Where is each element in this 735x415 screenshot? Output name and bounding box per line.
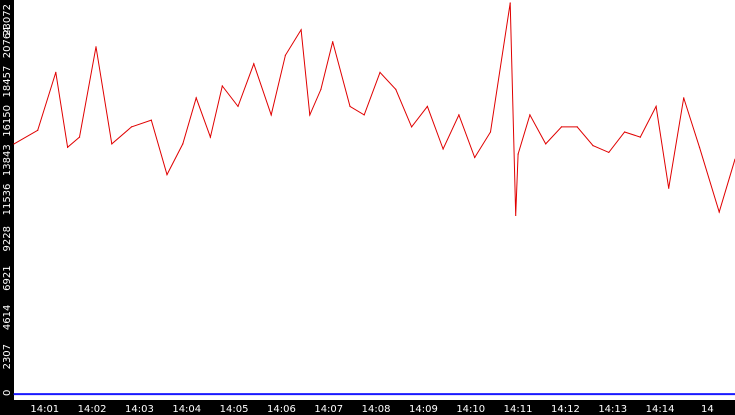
series-line-red bbox=[13, 2, 735, 216]
data-point bbox=[309, 114, 311, 116]
data-point bbox=[639, 136, 641, 138]
data-point bbox=[209, 136, 211, 138]
series-group bbox=[13, 2, 735, 396]
x-tick-label: 14:13 bbox=[598, 404, 627, 415]
data-point bbox=[592, 145, 594, 147]
x-tick-label: 14:03 bbox=[125, 404, 154, 415]
data-point bbox=[320, 88, 322, 90]
data-point bbox=[221, 85, 223, 87]
y-tick-label: 2307 bbox=[2, 344, 13, 369]
data-point bbox=[150, 119, 152, 121]
x-tick-label: 14:02 bbox=[78, 404, 107, 415]
x-tick-label: 14:12 bbox=[551, 404, 580, 415]
x-tick-label: 14:08 bbox=[362, 404, 391, 415]
data-point bbox=[529, 114, 531, 116]
y-tick-label: 11536 bbox=[2, 184, 13, 216]
data-point bbox=[349, 105, 351, 107]
x-axis-bar bbox=[0, 400, 735, 415]
data-point bbox=[363, 114, 365, 116]
data-point bbox=[37, 129, 39, 131]
y-tick-labels: 0 2307 4614 6921 9228 11536 13843 16150 18457 207… bbox=[2, 4, 13, 396]
x-tick-label: 14:04 bbox=[172, 404, 201, 415]
data-point bbox=[130, 126, 133, 128]
x-tick-label: 14 bbox=[701, 404, 714, 415]
data-point bbox=[195, 97, 197, 99]
data-point bbox=[576, 126, 578, 128]
data-point bbox=[560, 126, 563, 128]
data-point bbox=[624, 131, 626, 133]
data-point bbox=[253, 63, 255, 65]
data-point bbox=[284, 54, 286, 56]
y-tick-label: 0 bbox=[2, 390, 13, 396]
data-point bbox=[509, 2, 511, 4]
data-point bbox=[78, 136, 81, 138]
y-axis-bar bbox=[0, 0, 14, 400]
data-point bbox=[332, 41, 334, 43]
data-point bbox=[13, 393, 15, 395]
x-tick-label: 14:05 bbox=[220, 404, 249, 415]
data-point bbox=[111, 143, 113, 145]
y-tick-label: 13843 bbox=[2, 144, 13, 176]
data-point bbox=[515, 214, 517, 216]
data-point bbox=[458, 114, 460, 116]
data-point bbox=[698, 146, 701, 148]
y-tick-label: 18457 bbox=[2, 66, 13, 98]
data-point bbox=[95, 46, 97, 48]
data-point bbox=[608, 151, 610, 153]
data-point bbox=[489, 131, 492, 133]
y-tick-label: 23072 bbox=[2, 4, 13, 36]
data-point bbox=[655, 105, 657, 107]
x-tick-label: 14:01 bbox=[30, 404, 59, 415]
data-point bbox=[300, 29, 302, 31]
data-point bbox=[545, 143, 547, 145]
y-tick-label: 6921 bbox=[2, 265, 13, 290]
data-point bbox=[182, 143, 184, 145]
x-tick-label: 14:11 bbox=[504, 404, 533, 415]
data-point bbox=[237, 105, 239, 107]
x-tick-label: 14:10 bbox=[456, 404, 485, 415]
data-point bbox=[411, 126, 413, 128]
data-point bbox=[426, 105, 428, 107]
data-point bbox=[166, 174, 168, 176]
y-tick-label: 4614 bbox=[2, 305, 13, 330]
y-tick-label: 16150 bbox=[2, 105, 13, 137]
data-point bbox=[718, 211, 720, 213]
data-point bbox=[395, 88, 397, 90]
data-point bbox=[442, 148, 444, 150]
data-point bbox=[668, 187, 670, 189]
data-point bbox=[683, 97, 685, 99]
data-point bbox=[270, 114, 272, 116]
data-point bbox=[13, 143, 15, 145]
data-point bbox=[474, 156, 476, 159]
x-tick-label: 14:07 bbox=[314, 404, 343, 415]
data-point bbox=[55, 71, 57, 73]
x-tick-labels: 14:01 14:02 14:03 14:04 14:05 14:06 14:07 14:08… bbox=[30, 404, 713, 415]
data-point bbox=[517, 153, 519, 155]
x-tick-label: 14:09 bbox=[409, 404, 438, 415]
y-tick-label: 20764 bbox=[2, 26, 13, 58]
x-tick-label: 14:06 bbox=[267, 404, 296, 415]
x-tick-label: 14:14 bbox=[646, 404, 675, 415]
data-point bbox=[379, 71, 381, 73]
y-tick-label: 9228 bbox=[2, 226, 13, 251]
data-point bbox=[67, 146, 69, 148]
